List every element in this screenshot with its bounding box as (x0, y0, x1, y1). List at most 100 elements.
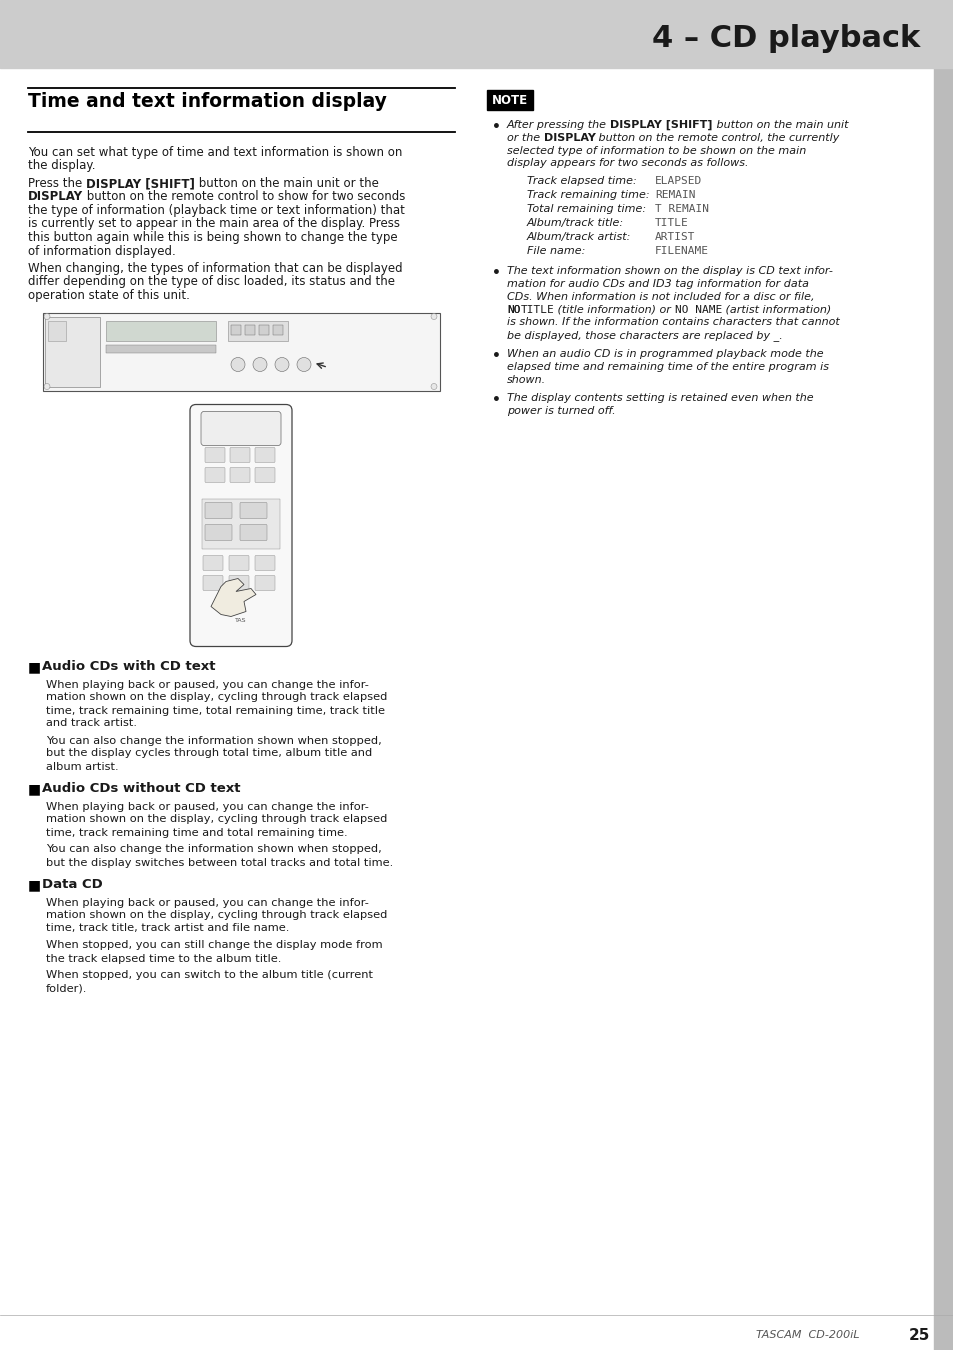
Text: NO: NO (506, 305, 520, 315)
Bar (231, 324, 241, 335)
FancyBboxPatch shape (205, 502, 232, 518)
Text: When stopped, you can still change the display mode from: When stopped, you can still change the d… (46, 941, 382, 950)
Text: When playing back or paused, you can change the infor-: When playing back or paused, you can cha… (46, 898, 369, 907)
Bar (486, 90, 533, 109)
Text: (artist information): (artist information) (721, 305, 830, 315)
Text: DISPLAY: DISPLAY (543, 132, 595, 143)
FancyBboxPatch shape (229, 575, 249, 590)
Text: T REMAIN: T REMAIN (655, 204, 708, 215)
Text: •: • (492, 350, 500, 363)
FancyBboxPatch shape (240, 525, 267, 540)
Text: selected type of information to be shown on the main: selected type of information to be shown… (506, 146, 805, 155)
Text: 25: 25 (907, 1327, 929, 1342)
Text: TITLE: TITLE (520, 305, 554, 315)
Text: NOTE: NOTE (492, 93, 528, 107)
Text: operation state of this unit.: operation state of this unit. (28, 289, 190, 302)
Text: this button again while this is being shown to change the type: this button again while this is being sh… (28, 231, 397, 244)
Bar (43, 312, 439, 390)
FancyBboxPatch shape (190, 405, 292, 647)
Text: but the display cycles through total time, album title and: but the display cycles through total tim… (46, 748, 372, 759)
Text: FILENAME: FILENAME (655, 246, 708, 256)
Text: When stopped, you can switch to the album title (current: When stopped, you can switch to the albu… (46, 971, 373, 980)
Circle shape (431, 383, 436, 390)
Text: ■: ■ (28, 660, 41, 675)
Text: folder).: folder). (46, 984, 88, 994)
Text: •: • (492, 120, 500, 134)
FancyBboxPatch shape (240, 502, 267, 518)
FancyBboxPatch shape (205, 447, 225, 463)
Text: mation shown on the display, cycling through track elapsed: mation shown on the display, cycling thr… (46, 814, 387, 825)
Text: Album/track artist:: Album/track artist: (526, 232, 631, 242)
Text: When playing back or paused, you can change the infor-: When playing back or paused, you can cha… (46, 802, 369, 811)
Bar (45, 316, 100, 386)
Text: of information displayed.: of information displayed. (28, 244, 175, 258)
Text: ARTIST: ARTIST (655, 232, 695, 242)
Text: and track artist.: and track artist. (46, 718, 137, 729)
Text: TAS: TAS (235, 618, 247, 622)
Text: When playing back or paused, you can change the infor-: When playing back or paused, you can cha… (46, 679, 369, 690)
Circle shape (231, 358, 245, 371)
Text: but the display switches between total tracks and total time.: but the display switches between total t… (46, 857, 393, 868)
Text: Album/track title:: Album/track title: (526, 219, 623, 228)
Text: display appears for two seconds as follows.: display appears for two seconds as follo… (506, 158, 748, 169)
FancyBboxPatch shape (205, 525, 232, 540)
Text: Audio CDs without CD text: Audio CDs without CD text (42, 783, 240, 795)
Text: You can also change the information shown when stopped,: You can also change the information show… (46, 736, 381, 745)
Text: When changing, the types of information that can be displayed: When changing, the types of information … (28, 262, 402, 275)
Text: Total remaining time:: Total remaining time: (526, 204, 645, 215)
Bar (106, 344, 215, 352)
Text: NO NAME: NO NAME (674, 305, 721, 315)
Text: button on the remote control, the currently: button on the remote control, the curren… (595, 132, 839, 143)
Text: ■: ■ (28, 783, 41, 796)
Text: TITLE: TITLE (655, 219, 688, 228)
Text: You can also change the information shown when stopped,: You can also change the information show… (46, 845, 381, 855)
Text: DISPLAY [SHIFT]: DISPLAY [SHIFT] (86, 177, 194, 190)
Bar (228, 320, 288, 340)
Text: File name:: File name: (526, 246, 585, 256)
Circle shape (44, 313, 50, 320)
Text: shown.: shown. (506, 374, 545, 385)
Text: •: • (492, 393, 500, 408)
Text: the track elapsed time to the album title.: the track elapsed time to the album titl… (46, 953, 281, 964)
Text: differ depending on the type of disc loaded, its status and the: differ depending on the type of disc loa… (28, 275, 395, 289)
Polygon shape (211, 579, 255, 617)
FancyBboxPatch shape (254, 467, 274, 482)
Bar (202, 498, 280, 548)
Text: DISPLAY [SHIFT]: DISPLAY [SHIFT] (610, 120, 712, 130)
Text: be displayed, those characters are replaced by _.: be displayed, those characters are repla… (506, 331, 781, 342)
Text: When an audio CD is in programmed playback mode the: When an audio CD is in programmed playba… (506, 350, 822, 359)
FancyBboxPatch shape (254, 555, 274, 571)
Bar (106, 320, 215, 340)
Text: time, track remaining time, total remaining time, track title: time, track remaining time, total remain… (46, 706, 385, 716)
FancyBboxPatch shape (230, 447, 250, 463)
Text: Track remaining time:: Track remaining time: (526, 190, 649, 200)
Text: Time and text information display: Time and text information display (28, 92, 387, 111)
FancyBboxPatch shape (254, 575, 274, 590)
Text: or the: or the (506, 132, 543, 143)
Text: After pressing the: After pressing the (506, 120, 610, 130)
Text: is shown. If the information contains characters that cannot: is shown. If the information contains ch… (506, 317, 839, 328)
Text: •: • (492, 266, 500, 281)
FancyBboxPatch shape (201, 412, 281, 446)
Text: 4 – CD playback: 4 – CD playback (651, 24, 919, 53)
Bar (245, 324, 254, 335)
Text: The text information shown on the display is CD text infor-: The text information shown on the displa… (506, 266, 832, 277)
Text: REMAIN: REMAIN (655, 190, 695, 200)
Text: the type of information (playback time or text information) that: the type of information (playback time o… (28, 204, 404, 217)
Text: the display.: the display. (28, 159, 95, 173)
Text: DISPLAY: DISPLAY (28, 190, 83, 204)
FancyBboxPatch shape (229, 555, 249, 571)
Text: mation for audio CDs and ID3 tag information for data: mation for audio CDs and ID3 tag informa… (506, 279, 808, 289)
Text: TASCAM  CD-200iL: TASCAM CD-200iL (756, 1330, 859, 1341)
Text: Press the: Press the (28, 177, 86, 190)
Text: button on the main unit or the: button on the main unit or the (194, 177, 378, 190)
Text: button on the main unit: button on the main unit (712, 120, 847, 130)
Text: power is turned off.: power is turned off. (506, 406, 615, 416)
Text: Audio CDs with CD text: Audio CDs with CD text (42, 660, 215, 674)
Text: mation shown on the display, cycling through track elapsed: mation shown on the display, cycling thr… (46, 693, 387, 702)
Text: is currently set to appear in the main area of the display. Press: is currently set to appear in the main a… (28, 217, 399, 231)
Text: CDs. When information is not included for a disc or file,: CDs. When information is not included fo… (506, 292, 814, 302)
Circle shape (274, 358, 289, 371)
Circle shape (253, 358, 267, 371)
Text: button on the remote control to show for two seconds: button on the remote control to show for… (83, 190, 405, 204)
